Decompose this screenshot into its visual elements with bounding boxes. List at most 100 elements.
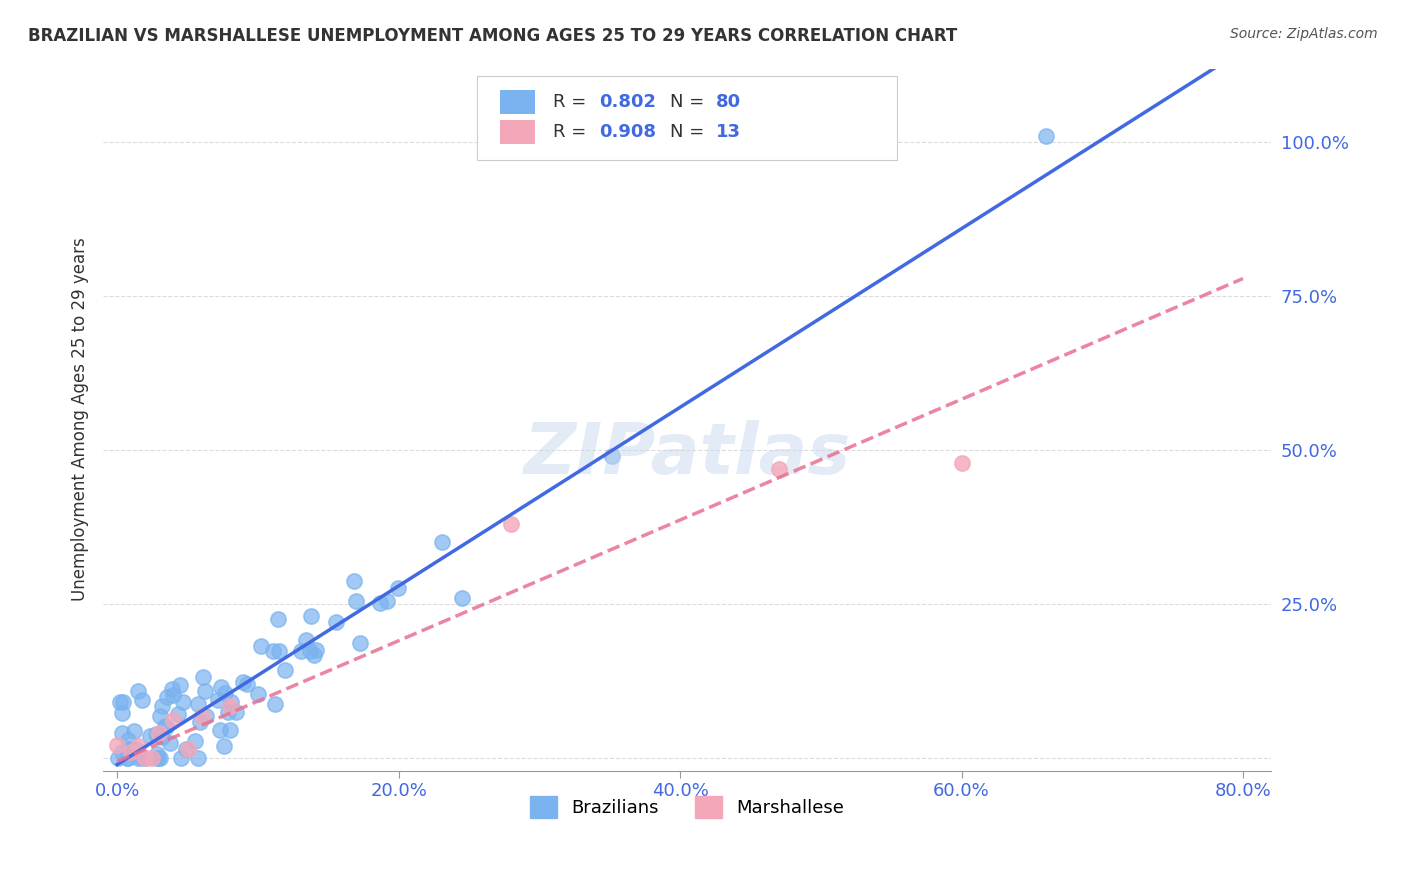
Text: 0.908: 0.908: [599, 123, 657, 141]
Brazilians: [250, 639, 273, 653]
FancyBboxPatch shape: [477, 76, 897, 160]
Marshallese: [141, 751, 163, 765]
Brazilians: [299, 609, 322, 624]
Marshallese: [218, 698, 240, 713]
Brazilians: [349, 636, 371, 650]
Text: Source: ZipAtlas.com: Source: ZipAtlas.com: [1230, 27, 1378, 41]
Brazilians: [208, 723, 231, 737]
Brazilians: [298, 644, 321, 658]
Brazilians: [127, 751, 149, 765]
Brazilians: [117, 742, 139, 756]
Brazilians: [236, 676, 259, 690]
Brazilians: [193, 670, 215, 684]
Brazilians: [156, 690, 179, 705]
Brazilians: [120, 741, 142, 756]
Brazilians: [207, 693, 229, 707]
Brazilians: [375, 594, 398, 608]
Text: 80: 80: [716, 93, 741, 111]
Brazilians: [124, 741, 146, 756]
Brazilians: [305, 643, 328, 657]
Brazilians: [219, 723, 242, 737]
Brazilians: [267, 612, 290, 626]
Brazilians: [325, 615, 347, 629]
Brazilians: [273, 663, 295, 677]
Marshallese: [127, 739, 149, 753]
Brazilians: [451, 591, 474, 605]
Marshallese: [134, 751, 156, 765]
Brazilians: [111, 745, 134, 759]
Brazilians: [187, 697, 209, 711]
Text: N =: N =: [669, 123, 710, 141]
Brazilians: [127, 684, 149, 698]
Brazilians: [343, 574, 366, 588]
Brazilians: [139, 729, 162, 743]
Brazilians: [174, 741, 197, 756]
Brazilians: [232, 675, 254, 690]
Text: ZIPatlas: ZIPatlas: [523, 420, 851, 489]
Brazilians: [269, 644, 291, 658]
Marshallese: [950, 456, 973, 470]
FancyBboxPatch shape: [501, 89, 536, 114]
Brazilians: [111, 726, 134, 740]
Text: R =: R =: [553, 123, 592, 141]
Brazilians: [111, 695, 134, 709]
Brazilians: [111, 706, 134, 720]
Brazilians: [432, 534, 454, 549]
Brazilians: [194, 684, 217, 698]
Brazilians: [294, 632, 316, 647]
Brazilians: [146, 751, 169, 765]
Brazilians: [152, 730, 174, 744]
Text: R =: R =: [553, 93, 592, 111]
Marshallese: [190, 709, 212, 723]
Marshallese: [162, 713, 184, 727]
Brazilians: [214, 686, 236, 700]
Legend: Brazilians, Marshallese: Brazilians, Marshallese: [523, 789, 852, 825]
Brazilians: [153, 719, 176, 733]
Brazilians: [131, 751, 153, 765]
Text: 0.802: 0.802: [599, 93, 657, 111]
Brazilians: [212, 739, 235, 753]
Text: 13: 13: [716, 123, 741, 141]
Brazilians: [150, 698, 173, 713]
Brazilians: [169, 678, 191, 692]
Brazilians: [290, 644, 312, 658]
Brazilians: [124, 723, 146, 738]
Brazilians: [195, 708, 218, 723]
Brazilians: [159, 736, 181, 750]
Brazilians: [107, 751, 129, 765]
Marshallese: [501, 517, 523, 532]
Marshallese: [148, 726, 170, 740]
FancyBboxPatch shape: [501, 120, 536, 145]
Y-axis label: Unemployment Among Ages 25 to 29 years: Unemployment Among Ages 25 to 29 years: [72, 238, 89, 601]
Brazilians: [247, 686, 270, 700]
Brazilians: [170, 751, 193, 765]
Brazilians: [155, 720, 177, 734]
Brazilians: [167, 706, 190, 721]
Marshallese: [105, 738, 128, 752]
Brazilians: [262, 643, 284, 657]
Brazilians: [387, 581, 409, 595]
Brazilians: [117, 733, 139, 747]
Brazilians: [160, 682, 183, 697]
Brazilians: [149, 709, 172, 723]
Brazilians: [344, 593, 367, 607]
Brazilians: [1035, 129, 1057, 144]
Brazilians: [209, 681, 232, 695]
Brazilians: [148, 751, 170, 765]
Brazilians: [108, 695, 131, 709]
Marshallese: [176, 742, 198, 756]
Brazilians: [149, 751, 172, 765]
Brazilians: [188, 714, 211, 729]
Brazilians: [217, 706, 239, 720]
Brazilians: [135, 751, 157, 765]
Brazilians: [302, 648, 325, 663]
Brazilians: [600, 450, 623, 464]
Brazilians: [225, 705, 247, 719]
Brazilians: [184, 734, 207, 748]
Brazilians: [172, 696, 194, 710]
Brazilians: [131, 693, 153, 707]
Text: N =: N =: [669, 93, 710, 111]
Brazilians: [162, 688, 184, 702]
Brazilians: [187, 751, 209, 765]
Brazilians: [117, 751, 139, 765]
